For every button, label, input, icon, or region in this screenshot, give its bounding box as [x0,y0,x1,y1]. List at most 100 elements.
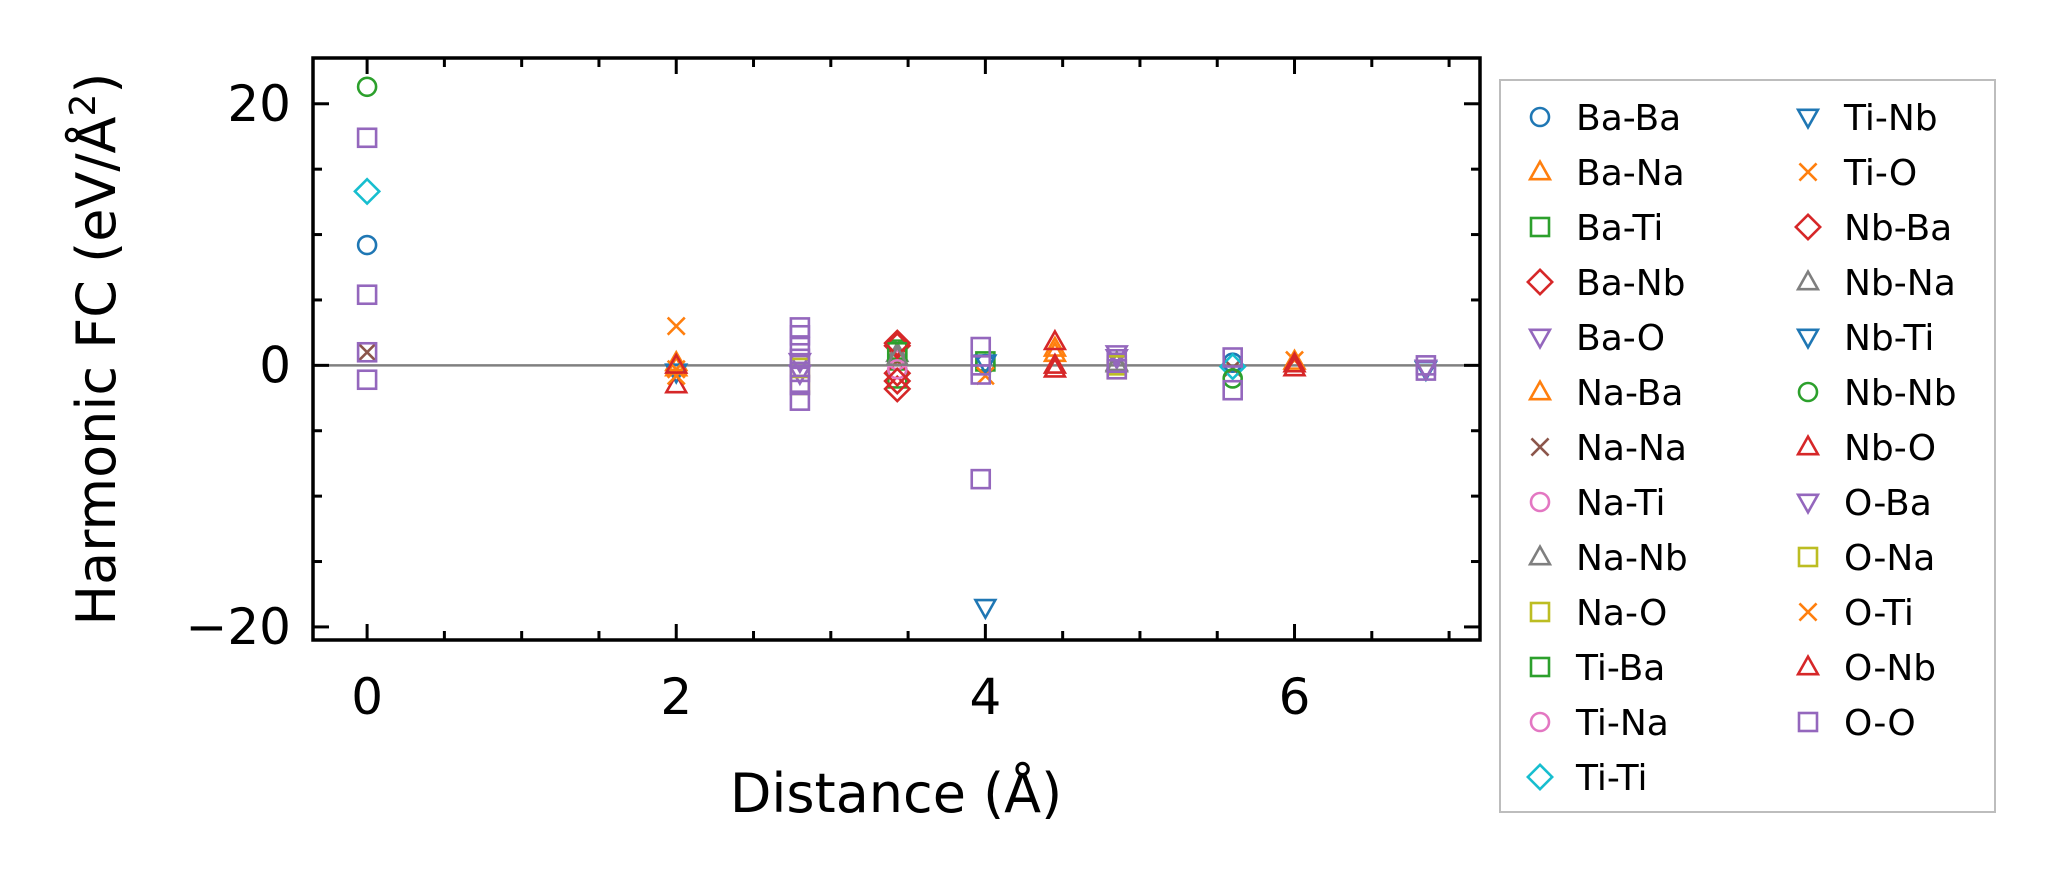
legend-marker-ba-ba [1529,106,1551,128]
legend-label: O-Na [1844,538,1935,579]
legend-marker-na-o [1529,601,1551,623]
legend: Ba-Ba Ba-Na Ba-Ti Ba-Nb Ba-O Na-Ba Na-Na Na-Ti N… [1526,98,1957,799]
x-tick-label: 6 [1279,668,1311,726]
marker-nb-o-1 [1042,328,1068,351]
legend-label: Nb-O [1844,428,1936,469]
legend-box [1499,79,1996,813]
legend-label: Na-Ba [1576,373,1683,414]
legend-marker-ti-ti [1526,763,1554,791]
marker-ba-ba-0 [356,234,378,256]
y-tick-label: −20 [185,598,291,656]
data-markers [353,76,1439,621]
legend-label: Nb-Na [1844,263,1956,304]
marker-nb-ti-0 [973,598,998,621]
legend-label: Ti-Ba [1575,648,1665,689]
plot-frame [311,56,1482,642]
marker-nb-o-0 [664,371,689,394]
legend-label: O-Nb [1844,648,1936,689]
legend-label: Nb-Nb [1844,373,1957,414]
marker-o-o-1 [356,284,378,306]
marker-o-o-16 [1106,358,1128,380]
legend-marker-nb-nb [1797,381,1819,403]
legend-marker-o-na [1797,546,1819,568]
legend-marker-ti-ba [1529,656,1551,678]
legend-marker-o-ba [1795,493,1821,515]
marker-nb-nb-1 [1222,368,1243,389]
marker-o-o-17 [1222,347,1243,368]
marker-o-o-6 [789,336,811,358]
x-axis-label: Distance (Å) [730,761,1062,825]
legend-marker-na-na [1530,437,1550,457]
marker-nb-nb-0 [356,76,378,98]
marker-o-o-5 [789,324,811,346]
marker-o-o-2 [356,341,378,363]
marker-o-o-10 [789,390,811,411]
legend-label: Ba-Na [1576,153,1685,194]
legend-marker-ti-o [1798,162,1818,182]
legend-marker-o-o [1797,711,1819,733]
legend-marker-ti-na [1529,711,1551,733]
marker-o-o-13 [970,364,992,385]
legend-label: Ba-O [1576,318,1665,359]
legend-label: Ti-O [1843,153,1917,194]
legend-marker-nb-ti [1795,328,1821,350]
legend-label: Ti-Na [1575,703,1669,744]
marker-o-ti-1 [975,366,995,386]
marker-nb-ba-0 [883,329,912,358]
marker-na-na-0 [357,342,377,362]
legend-marker-o-nb [1795,654,1821,676]
legend-label: Na-Nb [1576,538,1688,579]
legend-label: Nb-Ti [1844,318,1934,359]
legend-label: O-O [1844,703,1916,744]
marker-ti-na-0 [886,358,908,380]
legend-label: Ba-Ti [1576,208,1663,249]
legend-marker-nb-na [1795,269,1821,291]
marker-o-o-7 [789,348,811,370]
legend-marker-ba-o [1527,328,1553,350]
legend-marker-nb-ba [1794,213,1822,241]
marker-o-o-0 [356,127,378,149]
legend-label: O-Ba [1844,483,1932,524]
x-tick-labels: 0 2 4 6 [351,668,1310,726]
marker-o-ti-0 [666,366,686,386]
legend-marker-ba-nb [1526,268,1554,296]
marker-o-o-20 [1415,360,1437,381]
y-tick-labels: −20 0 20 [185,75,291,656]
y-axis-label: Harmonic FC (eV/Å2) [63,73,129,626]
marker-o-nb-2 [1282,354,1307,377]
legend-label: Ba-Nb [1576,263,1686,304]
x-tick-label: 0 [351,668,383,726]
marker-ti-ti-0 [353,177,382,206]
marker-nb-na-0 [885,344,910,367]
axis-ticks [313,58,1480,640]
legend-label: O-Ti [1844,593,1914,634]
legend-label: Na-O [1576,593,1667,634]
marker-ba-nb-0 [883,331,912,360]
marker-o-o-8 [789,361,811,383]
legend-label: Na-Na [1576,428,1687,469]
legend-label: Ti-Ti [1575,758,1647,799]
marker-nb-o-2 [1042,356,1068,378]
legend-marker-na-ti [1529,491,1551,513]
marker-o-o-14 [970,468,992,490]
marker-nb-ba-1 [883,367,912,396]
legend-marker-na-nb [1527,544,1553,566]
legend-label: Nb-Ba [1844,208,1952,249]
legend-marker-ba-ti [1529,216,1551,238]
legend-marker-ti-nb [1795,108,1821,130]
marker-o-nb-1 [1042,352,1068,374]
marker-o-o-18 [1222,379,1243,401]
y-tick-label: 0 [259,336,291,394]
legend-marker-na-ba [1527,379,1553,401]
y-tick-label: 20 [227,75,291,133]
legend-label: Ti-Nb [1843,98,1938,139]
marker-ti-ba-1 [975,351,996,372]
legend-marker-nb-o [1795,434,1821,456]
marker-o-o-3 [356,369,378,391]
legend-label: Ba-Ba [1576,98,1681,139]
x-tick-label: 4 [969,668,1001,726]
marker-nb-o-3 [1282,351,1307,373]
legend-marker-o-ti [1798,602,1818,622]
legend-marker-ba-na [1527,159,1553,181]
